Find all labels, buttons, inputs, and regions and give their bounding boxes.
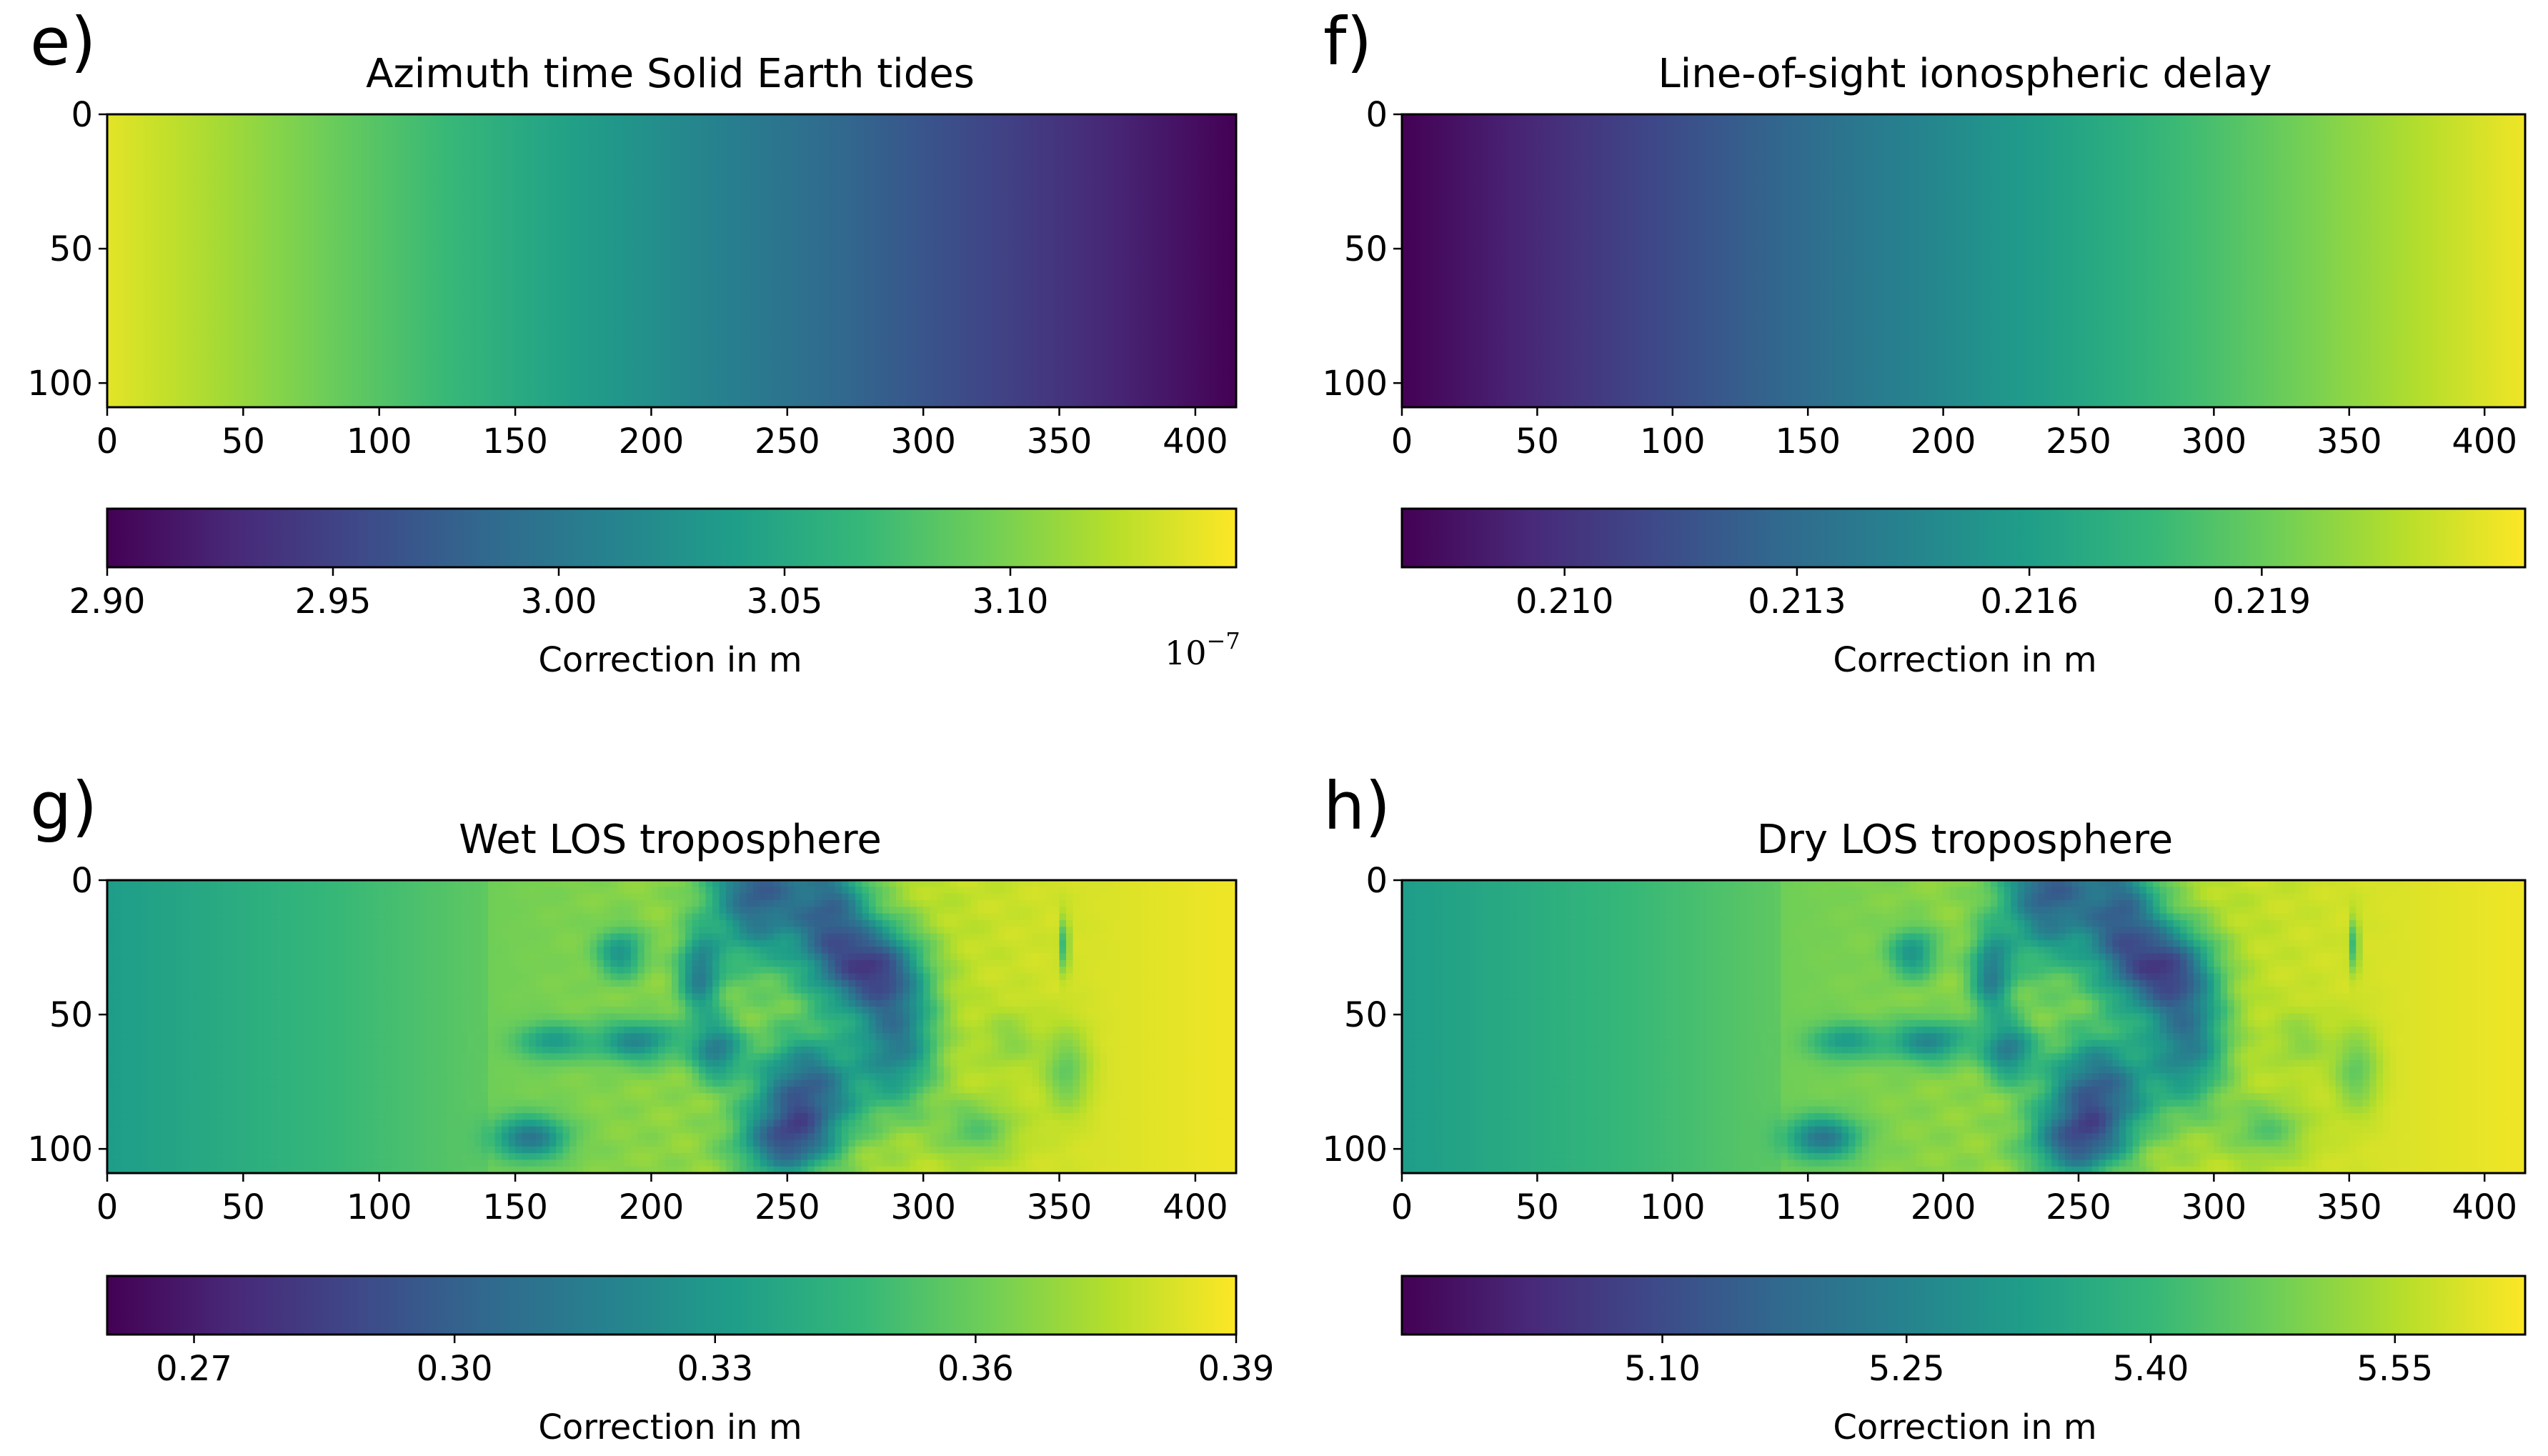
x-tick-label: 100 [347, 422, 412, 462]
panel-g: g) Wet LOS troposphere 0 50 100 150 200 250 300 3… [27, 768, 1274, 1447]
colorbar-label: Correction in m [538, 1407, 802, 1447]
x-tick-label: 0 [96, 1187, 119, 1227]
colorbar-gradient [1402, 1276, 2525, 1335]
y-tick-label: 50 [49, 229, 93, 269]
colorbar-tick-label: 0.210 [1516, 582, 1613, 622]
x-tick-label: 250 [755, 1187, 820, 1227]
panel-letter: e) [30, 4, 96, 80]
y-tick-label: 0 [1365, 95, 1388, 135]
x-tick-label: 200 [1911, 1187, 1976, 1227]
x-tick-label: 50 [222, 422, 265, 462]
colorbar-tick-label: 5.25 [1868, 1349, 1945, 1389]
colorbar-tick-label: 0.216 [1980, 582, 2078, 622]
x-tick-label: 150 [482, 1187, 548, 1227]
heatmap-image [107, 880, 1237, 1174]
y-tick-label: 0 [71, 95, 93, 135]
x-tick-label: 100 [1640, 422, 1706, 462]
x-tick-label: 200 [619, 1187, 685, 1227]
colorbar-tick-label: 0.39 [1198, 1349, 1275, 1389]
x-tick-label: 0 [1391, 1187, 1413, 1227]
x-tick-label: 300 [890, 422, 956, 462]
x-tick-label: 250 [2046, 422, 2111, 462]
colorbar-gradient [107, 1276, 1236, 1335]
plot-title: Wet LOS troposphere [459, 817, 882, 863]
colorbar: 0.210 0.213 0.216 0.219 Correction in m [1402, 509, 2525, 680]
x-tick-label: 100 [1640, 1187, 1706, 1227]
panel-letter: f) [1323, 4, 1372, 80]
heatmap-image [1402, 114, 2525, 407]
colorbar-tick-label: 5.40 [2113, 1349, 2189, 1389]
colorbar-tick-label: 0.213 [1748, 582, 1846, 622]
y-tick-label: 50 [1344, 995, 1388, 1035]
figure: e) Azimuth time Solid Earth tides 0 50 100 15… [0, 0, 2548, 1456]
colorbar-tick-label: 0.30 [417, 1349, 493, 1389]
heatmap-field [1402, 114, 2525, 407]
x-tick-label: 300 [2181, 1187, 2247, 1227]
heatmap-field [107, 114, 1236, 407]
x-tick-label: 400 [2452, 422, 2517, 462]
x-tick-label: 100 [347, 1187, 412, 1227]
x-tick-label: 350 [1027, 1187, 1093, 1227]
colorbar-label: Correction in m [538, 640, 802, 680]
colorbar-tick-label: 5.55 [2357, 1349, 2433, 1389]
x-tick-label: 0 [1391, 422, 1413, 462]
y-tick-label: 50 [49, 995, 93, 1035]
colorbar-tick-label: 3.00 [521, 582, 597, 622]
x-tick-label: 50 [1516, 1187, 1559, 1227]
y-tick-label: 100 [27, 364, 93, 404]
colorbar-tick-label: 0.219 [2213, 582, 2311, 622]
colorbar: 0.27 0.30 0.33 0.36 0.39 Correction in m [107, 1276, 1274, 1447]
x-tick-label: 150 [482, 422, 548, 462]
x-tick-label: 400 [2452, 1187, 2517, 1227]
panel-h: h) Dry LOS troposphere 0 50 100 150 200 250 300 3… [1322, 768, 2525, 1447]
colorbar-tick-label: 3.05 [747, 582, 823, 622]
colorbar: 2.90 2.95 3.00 3.05 3.10 Correction in m 10−7 [69, 509, 1240, 680]
x-tick-label: 350 [2316, 1187, 2382, 1227]
colorbar-tick-label: 5.10 [1624, 1349, 1701, 1389]
y-tick-label: 50 [1344, 229, 1388, 269]
y-tick-label: 0 [1365, 861, 1388, 901]
panel-f: f) Line-of-sight ionospheric delay 0 50 100 1… [1322, 4, 2525, 680]
x-tick-label: 0 [96, 422, 119, 462]
plot-title: Dry LOS troposphere [1757, 817, 2173, 863]
colorbar-tick-label: 0.33 [677, 1349, 753, 1389]
y-tick-label: 0 [71, 861, 93, 901]
plot-title: Azimuth time Solid Earth tides [366, 51, 975, 97]
colorbar-tick-label: 0.27 [156, 1349, 232, 1389]
x-tick-label: 150 [1775, 1187, 1841, 1227]
x-tick-label: 400 [1163, 422, 1228, 462]
panel-letter: g) [30, 768, 97, 844]
colorbar-tick-label: 3.10 [972, 582, 1049, 622]
x-tick-label: 150 [1775, 422, 1841, 462]
colorbar: 5.10 5.25 5.40 5.55 Correction in m [1402, 1276, 2525, 1447]
x-tick-label: 250 [755, 422, 820, 462]
colorbar-tick-label: 0.36 [937, 1349, 1014, 1389]
plot-title: Line-of-sight ionospheric delay [1658, 51, 2271, 97]
x-tick-label: 200 [1911, 422, 1976, 462]
y-tick-label: 100 [1322, 1130, 1388, 1170]
x-tick-label: 50 [222, 1187, 265, 1227]
x-tick-label: 350 [2316, 422, 2382, 462]
heatmap-image [1402, 880, 2526, 1174]
panel-letter: h) [1323, 768, 1390, 844]
colorbar-gradient [107, 509, 1236, 567]
heatmap-image [107, 114, 1236, 407]
y-tick-label: 100 [1322, 364, 1388, 404]
x-tick-label: 300 [890, 1187, 956, 1227]
colorbar-label: Correction in m [1833, 1407, 2096, 1447]
colorbar-label: Correction in m [1833, 640, 2096, 680]
y-tick-label: 100 [27, 1130, 93, 1170]
panel-e: e) Azimuth time Solid Earth tides 0 50 100 15… [27, 4, 1240, 680]
x-tick-label: 250 [2046, 1187, 2111, 1227]
x-tick-label: 350 [1027, 422, 1093, 462]
colorbar-offset-text: 10−7 [1165, 627, 1240, 672]
x-tick-label: 400 [1163, 1187, 1228, 1227]
colorbar-gradient [1402, 509, 2525, 567]
colorbar-tick-label: 2.95 [295, 582, 372, 622]
colorbar-tick-label: 2.90 [69, 582, 146, 622]
x-tick-label: 300 [2181, 422, 2247, 462]
x-tick-label: 50 [1516, 422, 1559, 462]
x-tick-label: 200 [619, 422, 685, 462]
